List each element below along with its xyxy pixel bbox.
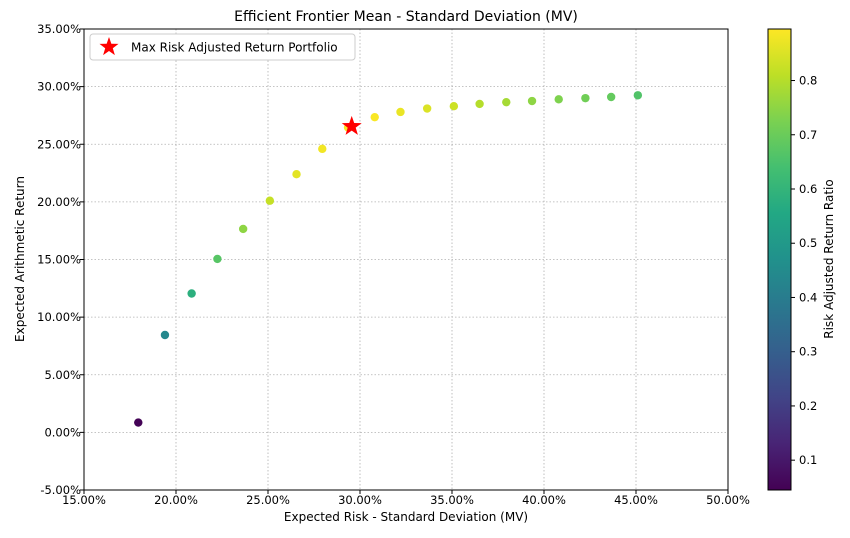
y-tick-label: 25.00% — [37, 137, 81, 151]
frontier-point — [422, 104, 432, 113]
scatter-points — [134, 91, 643, 427]
frontier-point — [370, 112, 379, 122]
colorbar-gradient — [767, 28, 792, 491]
y-tick-label: 5.00% — [44, 368, 81, 382]
y-tick-label: -5.00% — [40, 483, 81, 497]
frontier-point — [475, 99, 484, 109]
frontier-point — [633, 91, 643, 100]
y-tick-label: 30.00% — [37, 80, 81, 94]
x-tick-label: 25.00% — [246, 493, 290, 507]
colorbar-tick-label: 0.1 — [799, 453, 817, 467]
x-tick-label: 45.00% — [614, 493, 658, 507]
frontier-point — [396, 107, 405, 117]
x-axis-label: Expected Risk - Standard Deviation (MV) — [284, 510, 528, 524]
frontier-point — [213, 254, 222, 264]
y-tick-label: 0.00% — [44, 425, 81, 439]
frontier-point — [134, 418, 143, 427]
colorbar-tick-label: 0.5 — [799, 236, 817, 250]
x-tick-label: 15.00% — [62, 493, 106, 507]
frontier-point — [581, 93, 590, 103]
grid-lines — [83, 28, 729, 491]
legend: Max Risk Adjusted Return Portfolio — [89, 33, 356, 61]
colorbar: 0.1 0.2 0.3 0.4 0.5 0.6 0.7 0.8 Risk Adjusted R… — [767, 28, 836, 491]
frontier-point — [527, 96, 537, 106]
frontier-point — [502, 97, 511, 107]
frontier-point — [238, 224, 248, 234]
chart-title: Efficient Frontier Mean - Standard Devia… — [234, 9, 578, 25]
colorbar-tick-label: 0.7 — [799, 128, 817, 142]
colorbar-tick-label: 0.3 — [799, 345, 817, 359]
frontier-point — [606, 92, 616, 102]
legend-box — [89, 33, 356, 61]
y-tick-label: 35.00% — [37, 22, 81, 36]
frontier-point — [449, 102, 459, 111]
frontier-point — [318, 144, 327, 154]
colorbar-ticks: 0.1 0.2 0.3 0.4 0.5 0.6 0.7 0.8 — [791, 74, 817, 467]
y-axis-ticks: -5.00% 0.00% 5.00% 10.00% 15.00% 20.00% 25.00%… — [37, 22, 84, 497]
colorbar-tick-label: 0.6 — [799, 182, 817, 196]
x-tick-label: 30.00% — [338, 493, 382, 507]
colorbar-tick-label: 0.4 — [799, 290, 817, 304]
x-tick-label: 50.00% — [706, 493, 750, 507]
x-tick-label: 35.00% — [430, 493, 474, 507]
legend-star-icon — [99, 37, 119, 56]
colorbar-tick-label: 0.8 — [799, 74, 817, 88]
frontier-point — [160, 330, 170, 340]
x-tick-label: 40.00% — [522, 493, 566, 507]
x-axis-ticks: 15.00% 20.00% 25.00% 30.00% 35.00% 40.00% 45.0… — [62, 490, 750, 507]
max-risk-adjusted-portfolio-star — [341, 115, 362, 135]
legend-label: Max Risk Adjusted Return Portfolio — [131, 41, 338, 55]
colorbar-tick-label: 0.2 — [799, 399, 817, 413]
y-tick-label: 20.00% — [37, 195, 81, 209]
frontier-point — [292, 170, 301, 179]
x-tick-label: 20.00% — [154, 493, 198, 507]
frontier-point — [265, 196, 275, 205]
colorbar-label: Risk Adjusted Return Ratio — [822, 179, 836, 338]
y-tick-label: 15.00% — [37, 253, 81, 267]
max-portfolio-layer — [341, 115, 362, 135]
y-tick-label: 10.00% — [37, 310, 81, 324]
y-axis-label: Expected Arithmetic Return — [13, 176, 27, 342]
frontier-point — [187, 289, 196, 298]
frontier-point — [554, 95, 563, 104]
